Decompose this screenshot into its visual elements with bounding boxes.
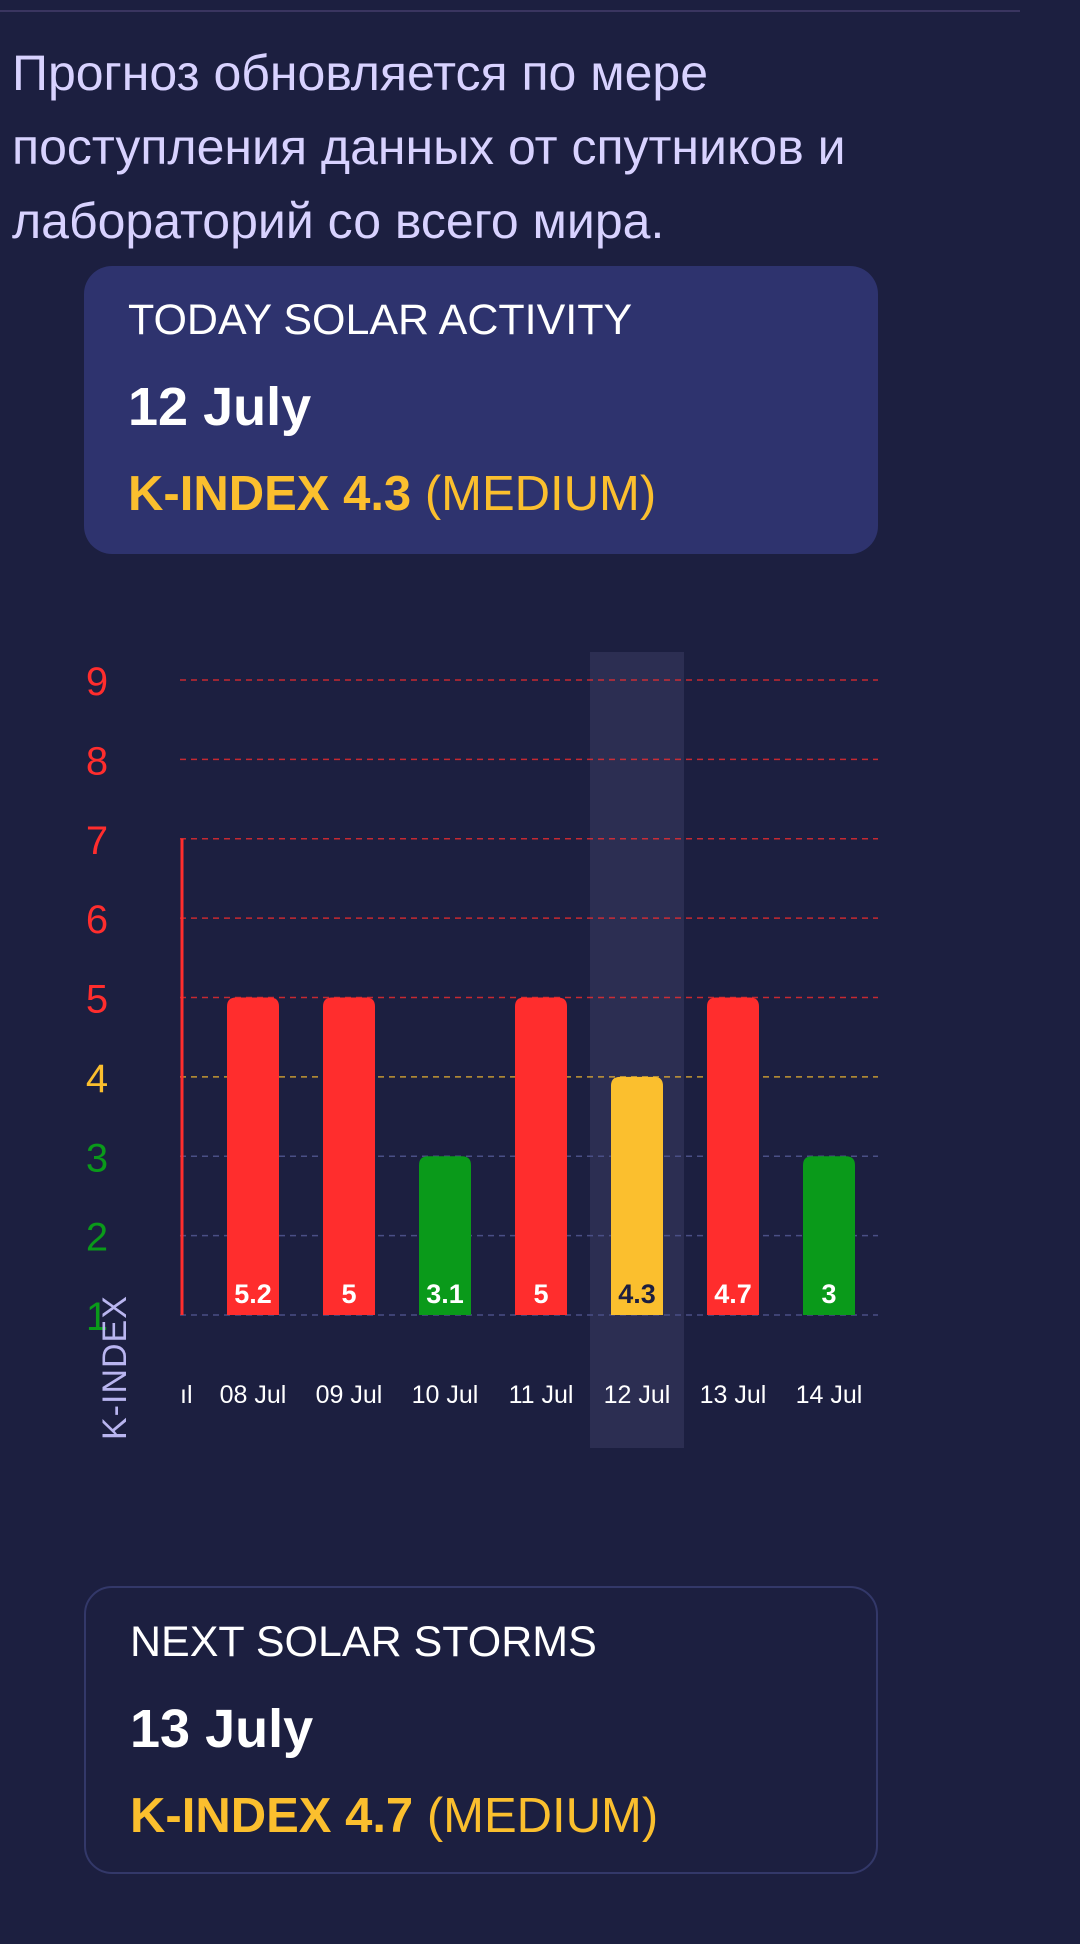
- bar-11-jul: [515, 997, 567, 1315]
- y-tick-2: 2: [86, 1216, 108, 1260]
- today-card-title: TODAY SOLAR ACTIVITY: [128, 296, 633, 344]
- bar-value-label: 5: [533, 1279, 548, 1309]
- x-tick-label: 10 Jul: [412, 1381, 479, 1409]
- x-tick-label: 08 Jul: [220, 1381, 287, 1409]
- next-kindex-value: K-INDEX 4.7: [130, 1789, 414, 1843]
- x-tick-label: 14 Jul: [796, 1381, 863, 1409]
- today-kindex-level: (MEDIUM): [424, 467, 657, 521]
- top-divider: [0, 10, 1020, 12]
- forecast-intro-text: Прогноз обновляется по мере поступления …: [12, 45, 846, 249]
- y-tick-8: 8: [86, 739, 108, 783]
- y-tick-5: 5: [86, 978, 108, 1022]
- bar-12-jul: [611, 1076, 663, 1315]
- today-kindex-value: K-INDEX 4.3: [128, 467, 412, 521]
- y-tick-1: 1: [86, 1295, 108, 1339]
- y-tick-6: 6: [86, 898, 108, 942]
- bar-14-jul: [803, 1156, 855, 1315]
- bar-value-label: 4.3: [618, 1279, 656, 1309]
- bar-value-label: 4.7: [714, 1279, 752, 1309]
- bar-09-jul: [323, 997, 375, 1315]
- y-tick-7: 7: [86, 819, 108, 863]
- today-activity-card[interactable]: TODAY SOLAR ACTIVITY 12 July K-INDEX 4.3…: [84, 266, 878, 554]
- bar-13-jul: [707, 997, 759, 1315]
- bar-08-jul: [227, 997, 279, 1315]
- today-card-date: 12 July: [128, 377, 312, 437]
- bar-value-label: 5.2: [234, 1279, 272, 1309]
- next-storms-card[interactable]: NEXT SOLAR STORMS 13 July K-INDEX 4.7 (M…: [84, 1586, 878, 1874]
- bar-value-label: 3.1: [426, 1279, 464, 1309]
- x-tick-label: 13 Jul: [700, 1381, 767, 1409]
- bar-value-label: 5: [341, 1279, 356, 1309]
- next-card-date: 13 July: [130, 1699, 314, 1759]
- x-tick-partial: ıl: [180, 1381, 193, 1409]
- bar-10-jul: [419, 1156, 471, 1315]
- next-card-title: NEXT SOLAR STORMS: [130, 1618, 597, 1666]
- next-kindex-level: (MEDIUM): [426, 1789, 659, 1843]
- next-card-kindex: K-INDEX 4.7 (MEDIUM): [130, 1788, 658, 1844]
- highlight-column: [590, 652, 684, 1448]
- chart-y-axis-label: K-INDEX: [96, 1295, 134, 1440]
- x-tick-label: 12 Jul: [604, 1381, 671, 1409]
- bar-value-label: 3: [821, 1279, 836, 1309]
- kindex-bar-chart: 1 2 3 4 5 6 7 8 9 ıl 5.2 08 Jul 5 09 Jul 3.1 10 Jul 5 11 …: [86, 652, 878, 1448]
- y-tick-4: 4: [86, 1057, 108, 1101]
- kindex-chart: 1 2 3 4 5 6 7 8 9 ıl 5.2 08 Jul 5 09 Jul 3.1 10 Jul 5 11 …: [0, 640, 1080, 1540]
- y-tick-3: 3: [86, 1136, 108, 1180]
- x-tick-label: 11 Jul: [509, 1381, 574, 1409]
- today-card-kindex: K-INDEX 4.3 (MEDIUM): [128, 466, 656, 522]
- y-tick-9: 9: [86, 660, 108, 704]
- x-tick-label: 09 Jul: [316, 1381, 383, 1409]
